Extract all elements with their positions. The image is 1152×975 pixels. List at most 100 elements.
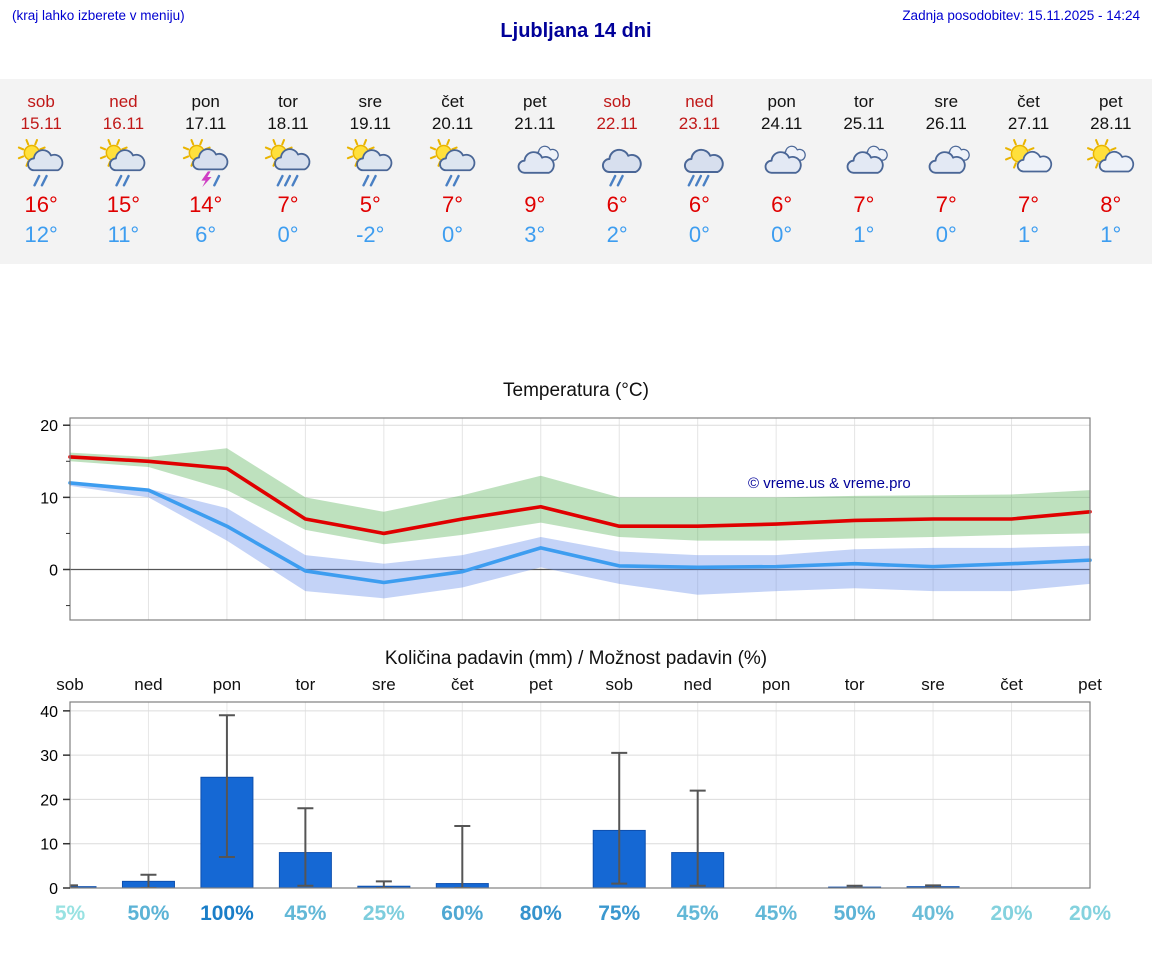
day-cell-19.11[interactable]: sre 19.11 5° -2° [329,92,411,248]
precip-y-tick-label: 0 [49,881,58,898]
precip-percent-label: 50% [127,902,169,925]
sun-cloud-glyph [1004,139,1052,173]
day-cell-27.11[interactable]: čet 27.11 7° 1° [987,92,1069,248]
day-min-temp: 1° [853,222,875,247]
day-date: 22.11 [596,114,638,133]
menu-hint: (kraj lahko izberete v meniju) [12,8,185,23]
precipitation-chart: sob ned pon tor sre čet pet sob ned pon tor sre čet p… [40,675,1111,925]
day-cell-21.11[interactable]: pet 21.11 9° 3° [494,92,576,248]
day-max-temp: 7° [1017,192,1040,217]
sun-cloud-rain-icon [11,139,71,191]
sun-cloud-storm-glyph [182,139,229,188]
precip-percent-label: 75% [598,902,640,925]
day-cell-26.11[interactable]: sre 26.11 7° 0° [905,92,987,248]
page-title: Ljubljana 14 dni [500,20,652,42]
day-max-temp: 8° [1100,192,1122,217]
day-date: 18.11 [267,114,309,133]
day-date: 25.11 [843,114,885,133]
day-cell-24.11[interactable]: pon 24.11 6° 0° [741,92,823,248]
precip-percent-label: 100% [200,902,254,925]
day-cell-22.11[interactable]: sob 22.11 6° 2° [576,92,658,248]
day-date: 24.11 [761,114,803,133]
temp-y-tick-label: 20 [40,418,58,435]
day-date: 17.11 [185,114,227,133]
day-name: sob [603,92,631,111]
precip-percent-label: 20% [991,902,1033,925]
precip-percent-label: 80% [520,902,562,925]
day-date: 26.11 [925,114,967,133]
sun-cloud-glyph [1086,139,1134,173]
day-max-temp: 7° [277,192,299,217]
day-date: 23.11 [678,114,721,133]
day-date: 15.11 [20,114,62,133]
day-name: pet [1098,92,1123,111]
sun-cloud-rain-glyph [100,139,146,187]
day-max-temp: 5° [359,192,381,217]
day-min-temp: 1° [1017,222,1040,247]
cloud-rain-glyph [602,148,642,187]
day-max-temp: 7° [853,192,875,217]
precip-percent-label: 40% [912,902,954,925]
day-date: 28.11 [1090,114,1132,133]
cloudy-icon [505,139,565,191]
precip-day-label: sre [372,675,396,694]
min-range-band [70,481,1090,599]
day-cell-17.11[interactable]: pon 17.11 14° 6° [165,92,247,248]
day-min-temp: 0° [442,222,464,247]
max-temp-line [68,455,1092,536]
precip-day-label: ned [134,675,162,694]
precip-day-label: tor [295,675,315,694]
precip-bar [70,886,97,888]
day-cell-18.11[interactable]: tor 18.11 7° 0° [247,92,329,248]
day-cell-25.11[interactable]: tor 25.11 7° 1° [823,92,905,248]
day-max-temp: 7° [442,192,464,217]
precip-day-label: pon [762,675,790,694]
day-min-temp: 1° [1100,222,1122,247]
precip-plot-border [69,701,1091,889]
precip-percent-label: 25% [363,902,405,925]
sun-cloud-heavy-rain-icon [258,139,318,191]
day-min-temp: 3° [524,222,546,247]
cloudy-glyph [928,145,971,174]
day-name: ned [109,92,138,111]
sun-cloud-rain-icon [423,139,483,191]
sun-cloud-rain-icon [93,139,153,191]
sun-cloud-storm-icon [176,139,236,191]
precip-y-tick-label: 40 [40,704,58,721]
day-date: 21.11 [514,114,556,133]
precip-day-label: tor [845,675,865,694]
temp-plot-border [69,417,1091,621]
temp-y-tick-label: 10 [40,490,58,507]
cloudy-glyph [846,145,888,174]
day-name: tor [854,92,874,111]
temp-y-tick-label: 0 [49,563,58,580]
precip-y-tick-label: 20 [40,792,58,809]
precip-day-label: ned [684,675,712,694]
spacer [0,264,1152,380]
precip-day-label: sob [606,675,633,694]
cloudy-glyph [764,145,806,174]
temp-chart-title: Temperatura (°C) [503,380,649,401]
day-min-temp: 0° [771,222,793,247]
min-temp-line [68,481,1092,585]
sun-cloud-rain-glyph [429,139,475,187]
day-cell-28.11[interactable]: pet 28.11 8° 1° [1070,92,1152,248]
cloud-rain-icon [587,139,647,191]
day-name: ned [685,92,714,111]
day-max-temp: 9° [524,192,546,217]
day-name: sre [934,92,959,111]
sun-cloud-heavy-rain-glyph [264,139,311,187]
precip-day-label: sob [56,675,83,694]
day-max-temp: 16° [24,192,58,217]
day-cell-15.11[interactable]: sob 15.11 16° 12° [0,92,82,248]
day-name: čet [1017,92,1040,111]
watermark-link[interactable]: © vreme.us & vreme.pro [748,475,911,492]
day-name: tor [278,92,298,111]
sun-cloud-rain-glyph [17,139,64,187]
day-cell-16.11[interactable]: ned 16.11 15° 11° [82,92,164,248]
precip-day-label: sre [921,675,945,694]
day-cell-23.11[interactable]: ned 23.11 6° 0° [658,92,740,248]
precip-percent-label: 50% [834,902,876,925]
day-cell-20.11[interactable]: čet 20.11 7° 0° [411,92,493,248]
day-min-temp: 11° [107,222,140,247]
